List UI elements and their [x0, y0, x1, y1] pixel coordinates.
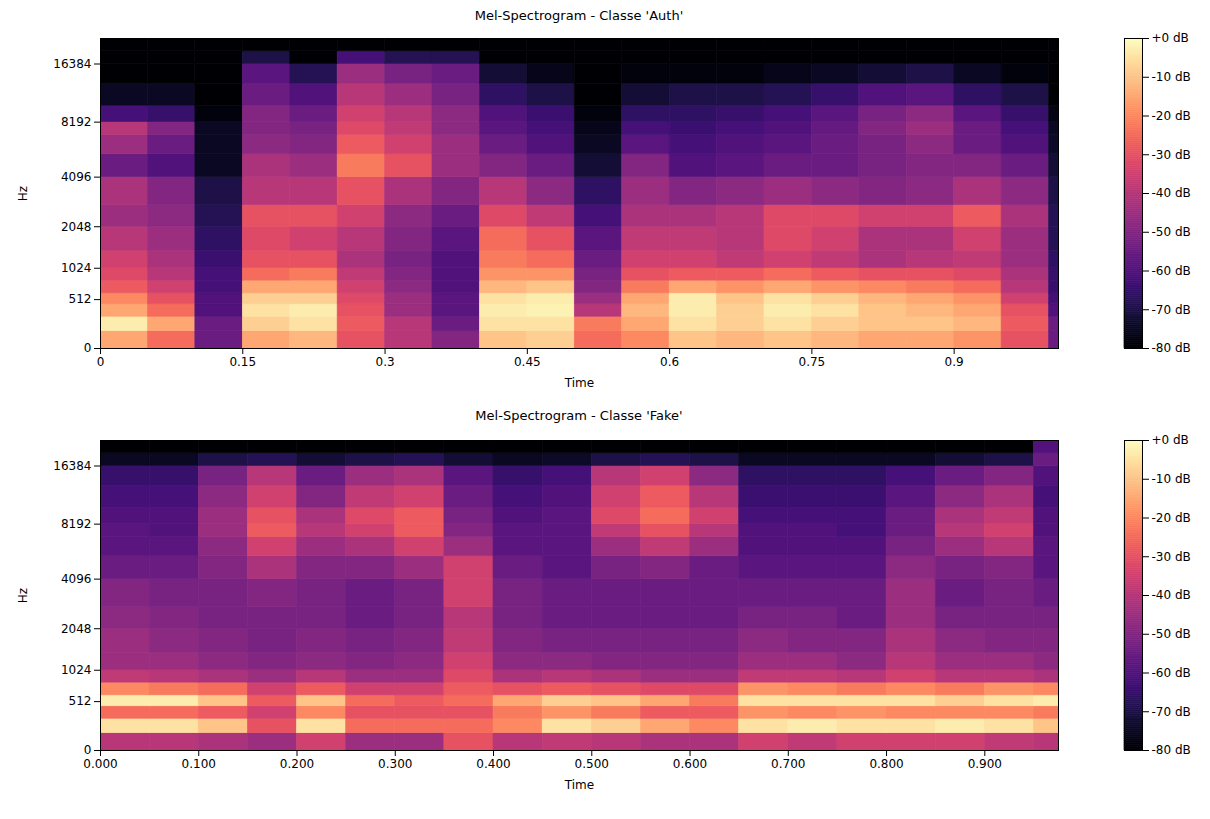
svg-text:-50 dB: -50 dB [1152, 627, 1191, 641]
svg-text:1024: 1024 [61, 261, 92, 275]
html-text:Mel-Spectrogram - Classe 'Auth: Mel-Spectrogram - Classe 'Auth' [474, 8, 684, 23]
svg-text:-10 dB: -10 dB [1152, 70, 1191, 84]
svg-text:-70 dB: -70 dB [1152, 705, 1191, 719]
svg-text:-60 dB: -60 dB [1152, 666, 1191, 680]
svg-text:-60 dB: -60 dB [1152, 264, 1191, 278]
svg-text:2048: 2048 [61, 220, 92, 234]
svg-text:0: 0 [84, 341, 92, 355]
svg-text:-20 dB: -20 dB [1152, 511, 1191, 525]
svg-text:8192: 8192 [61, 517, 92, 531]
svg-text:512: 512 [69, 694, 92, 708]
svg-text:0: 0 [84, 743, 92, 757]
svg-text:0.900: 0.900 [968, 757, 1002, 771]
svg-text:Time: Time [564, 376, 594, 390]
svg-text:+0 dB: +0 dB [1152, 31, 1189, 45]
svg-text:4096: 4096 [61, 572, 92, 586]
svg-text:-30 dB: -30 dB [1152, 148, 1191, 162]
svg-text:0.800: 0.800 [869, 757, 903, 771]
svg-text:16384: 16384 [53, 57, 91, 71]
svg-text:Time: Time [564, 778, 594, 792]
svg-text:-20 dB: -20 dB [1152, 109, 1191, 123]
svg-text:0.500: 0.500 [575, 757, 609, 771]
svg-text:0.200: 0.200 [280, 757, 314, 771]
svg-text:Hz: Hz [16, 588, 30, 603]
html-text:Mel-Spectrogram - Classe 'Fake: Mel-Spectrogram - Classe 'Fake' [475, 408, 683, 423]
svg-text:0.100: 0.100 [182, 757, 216, 771]
svg-text:-50 dB: -50 dB [1152, 225, 1191, 239]
svg-text:-80 dB: -80 dB [1152, 743, 1191, 757]
svg-text:0.6: 0.6 [660, 355, 679, 369]
svg-text:-70 dB: -70 dB [1152, 303, 1191, 317]
svg-text:0.400: 0.400 [476, 757, 510, 771]
svg-text:-30 dB: -30 dB [1152, 550, 1191, 564]
svg-text:-80 dB: -80 dB [1152, 341, 1191, 355]
svg-text:8192: 8192 [61, 115, 92, 129]
svg-text:0.45: 0.45 [514, 355, 541, 369]
svg-text:4096: 4096 [61, 170, 92, 184]
svg-text:-10 dB: -10 dB [1152, 472, 1191, 486]
svg-text:Hz: Hz [16, 186, 30, 201]
svg-text:2048: 2048 [61, 622, 92, 636]
svg-text:512: 512 [69, 292, 92, 306]
svg-text:0.700: 0.700 [771, 757, 805, 771]
svg-text:+0 dB: +0 dB [1152, 433, 1189, 447]
svg-text:1024: 1024 [61, 663, 92, 677]
svg-text:0.75: 0.75 [799, 355, 826, 369]
svg-text:0: 0 [97, 355, 105, 369]
svg-text:-40 dB: -40 dB [1152, 186, 1191, 200]
svg-text:0.600: 0.600 [673, 757, 707, 771]
svg-text:-40 dB: -40 dB [1152, 588, 1191, 602]
svg-text:0.15: 0.15 [229, 355, 256, 369]
svg-text:0.9: 0.9 [945, 355, 964, 369]
svg-text:0.000: 0.000 [83, 757, 117, 771]
svg-text:16384: 16384 [53, 459, 91, 473]
svg-text:0.300: 0.300 [378, 757, 412, 771]
svg-text:0.3: 0.3 [376, 355, 395, 369]
